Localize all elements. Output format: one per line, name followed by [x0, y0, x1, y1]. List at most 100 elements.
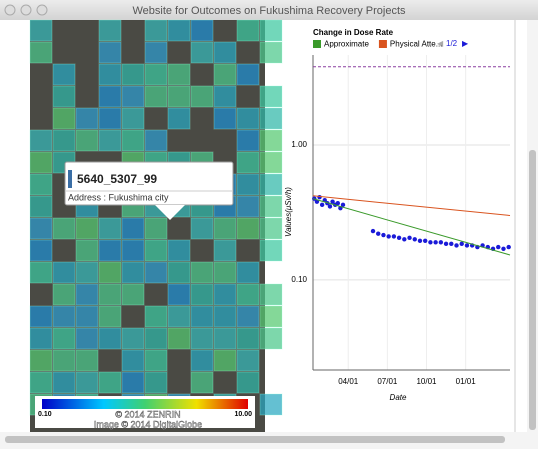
- map-tile: [76, 130, 98, 151]
- scale-bar: [42, 399, 248, 409]
- popup-title: 5640_5307_99: [77, 172, 157, 186]
- data-point: [413, 237, 417, 241]
- map-tile: [214, 350, 236, 371]
- map-tile: [145, 306, 167, 327]
- map-tile: [122, 350, 144, 371]
- map-tile: [30, 152, 52, 173]
- map-tile: [214, 284, 236, 305]
- map-tile: [260, 218, 282, 239]
- data-point: [444, 242, 448, 246]
- map-tile: [214, 262, 236, 283]
- map-tile: [191, 262, 213, 283]
- map-tile: [30, 130, 52, 151]
- map-tile: [260, 240, 282, 261]
- y-axis-label: Values(μSv/h): [284, 187, 293, 237]
- color-scale: 0.10 10.00 © 2014 ZENRIN Image © 2014 Di…: [35, 396, 255, 429]
- map-tile: [260, 196, 282, 217]
- map-tile: [122, 218, 144, 239]
- window-close[interactable]: [5, 5, 15, 15]
- map-tile: [99, 130, 121, 151]
- x-axis-label: Date: [390, 393, 407, 402]
- data-point: [439, 240, 443, 244]
- map-tile: [237, 196, 259, 217]
- map-tile: [53, 372, 75, 393]
- map-tile: [30, 196, 52, 217]
- map-tile: [76, 372, 98, 393]
- map-tile: [53, 350, 75, 371]
- map-tile: [191, 372, 213, 393]
- map-tile: [99, 284, 121, 305]
- map-tile: [191, 20, 213, 41]
- popup-address: Address : Fukushima city: [68, 192, 169, 202]
- x-tick-label: 04/01: [338, 377, 359, 386]
- h-scroll-thumb[interactable]: [5, 436, 505, 443]
- map-tile: [99, 240, 121, 261]
- map-tile: [99, 86, 121, 107]
- map-tile: [122, 240, 144, 261]
- map-tile: [53, 262, 75, 283]
- data-point: [317, 195, 321, 199]
- x-tick-label: 01/01: [456, 377, 477, 386]
- legend-next[interactable]: ▶: [462, 39, 469, 48]
- map-tile: [30, 218, 52, 239]
- map-tile: [214, 306, 236, 327]
- map-tile: [237, 328, 259, 349]
- legend-page: 1/2: [446, 39, 458, 48]
- map-tile: [237, 262, 259, 283]
- attribution: Image © 2014 DigitalGlobe: [94, 419, 202, 429]
- data-point: [496, 245, 500, 249]
- screen: Website for Outcomes on Fukushima Recove…: [0, 0, 538, 449]
- map-tile: [260, 306, 282, 327]
- popup-accent: [68, 170, 72, 188]
- map-tile: [122, 86, 144, 107]
- map-tile: [214, 108, 236, 129]
- map-tile: [53, 64, 75, 85]
- map-tile: [168, 328, 190, 349]
- map[interactable]: [30, 20, 282, 432]
- map-tile: [30, 306, 52, 327]
- map-tile: [145, 42, 167, 63]
- map-tile: [260, 394, 282, 415]
- map-tile: [30, 350, 52, 371]
- map-tile: [237, 108, 259, 129]
- v-scroll-thumb[interactable]: [529, 150, 536, 430]
- map-tile: [168, 86, 190, 107]
- data-point: [428, 240, 432, 244]
- legend-swatch: [313, 40, 321, 48]
- map-tile: [237, 152, 259, 173]
- map-tile: [237, 218, 259, 239]
- map-tile: [122, 64, 144, 85]
- map-tile: [168, 284, 190, 305]
- map-tile: [168, 20, 190, 41]
- legend-label: Approximate: [324, 40, 369, 49]
- window-zoom[interactable]: [37, 5, 47, 15]
- map-tile: [99, 306, 121, 327]
- map-tile: [191, 218, 213, 239]
- map-tile: [168, 108, 190, 129]
- map-tile: [53, 306, 75, 327]
- map-tile: [214, 218, 236, 239]
- map-tile: [99, 42, 121, 63]
- map-tile: [53, 218, 75, 239]
- map-tile: [30, 174, 52, 195]
- map-tile: [191, 350, 213, 371]
- map-tile: [237, 130, 259, 151]
- data-point: [449, 242, 453, 246]
- map-tile: [237, 64, 259, 85]
- data-point: [320, 203, 324, 207]
- map-tile: [122, 328, 144, 349]
- map-tile: [76, 350, 98, 371]
- map-tile: [237, 174, 259, 195]
- y-tick-label: 1.00: [291, 140, 307, 149]
- window-minimize[interactable]: [21, 5, 31, 15]
- map-tile: [76, 262, 98, 283]
- map-tile: [168, 306, 190, 327]
- data-point: [418, 239, 422, 243]
- map-tile: [260, 20, 282, 41]
- data-point: [381, 233, 385, 237]
- map-tile: [30, 328, 52, 349]
- map-tile: [191, 306, 213, 327]
- map-tile: [145, 262, 167, 283]
- data-point: [423, 239, 427, 243]
- data-point: [402, 237, 406, 241]
